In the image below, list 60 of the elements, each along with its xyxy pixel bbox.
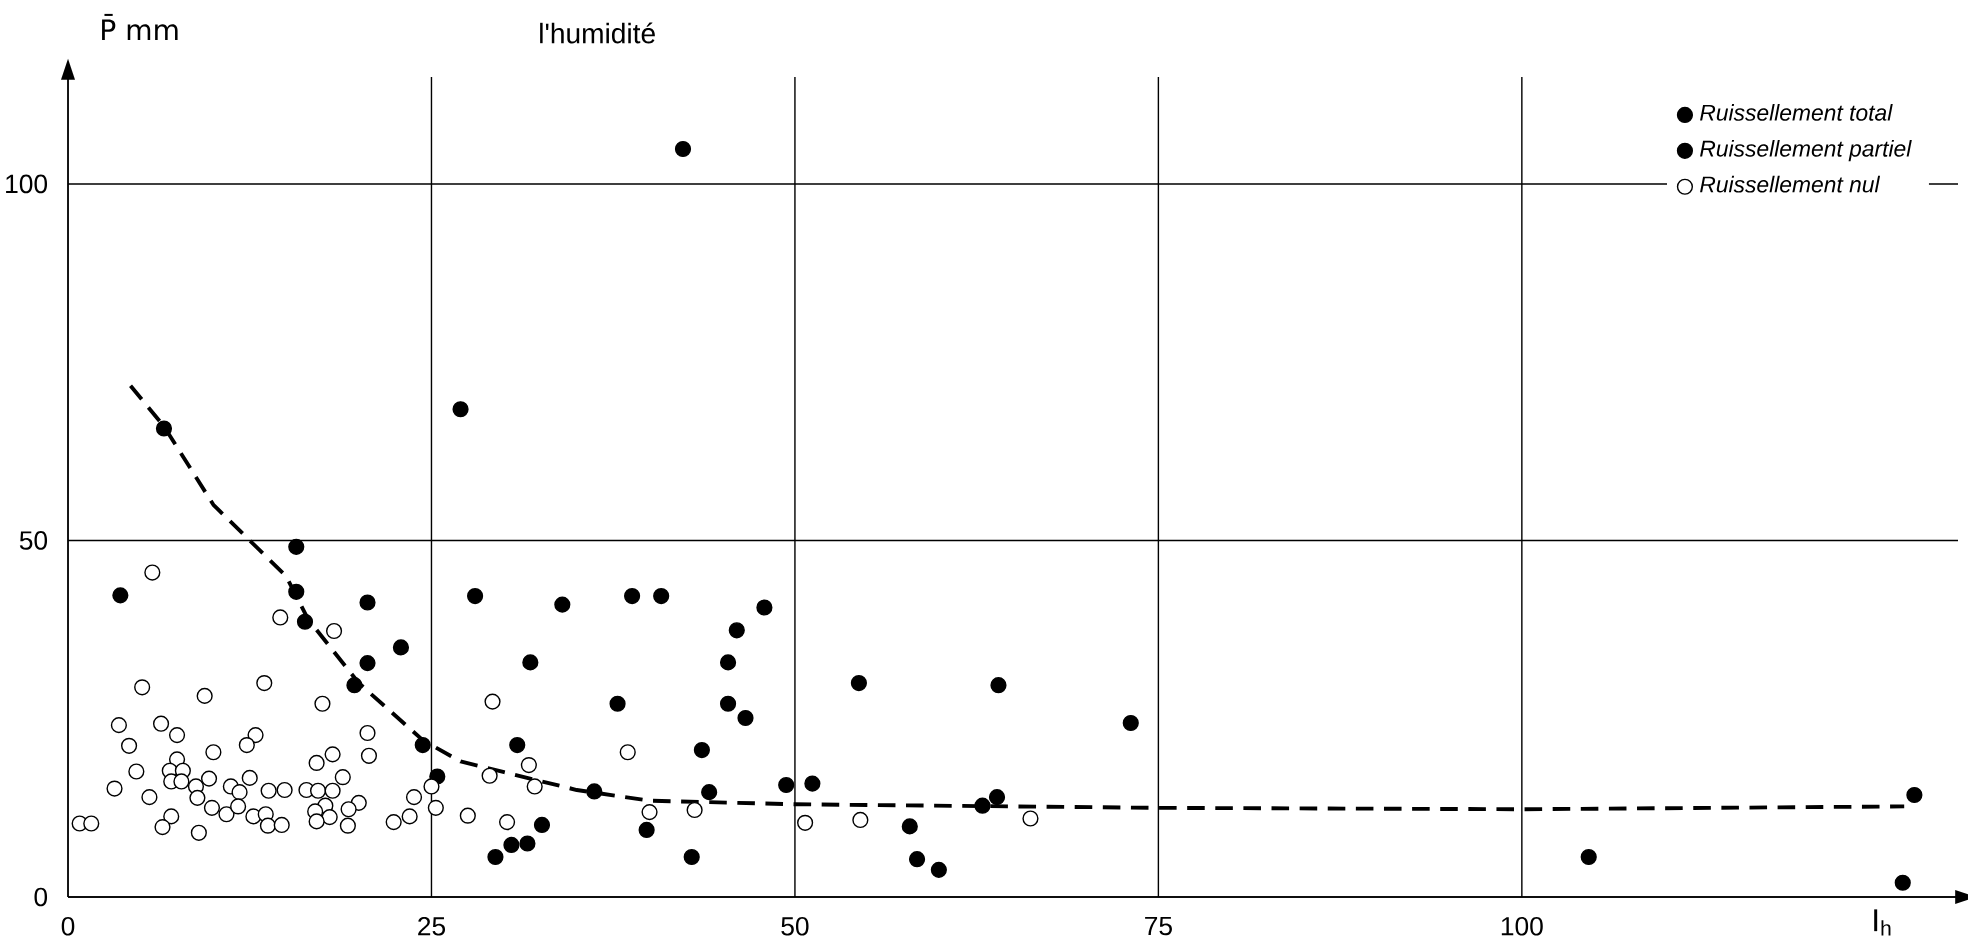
point — [719, 695, 737, 712]
point — [392, 639, 410, 656]
point — [533, 816, 551, 834]
point — [112, 587, 129, 604]
point — [778, 776, 795, 794]
point — [467, 587, 484, 605]
legend-label: Ruissellement total — [1700, 104, 1893, 121]
point — [487, 848, 504, 866]
legend-label: Ruissellement nul — [1700, 175, 1881, 193]
legend-label: Ruissellement partiel — [1700, 139, 1912, 162]
point — [346, 677, 363, 694]
point — [522, 654, 539, 671]
point — [1894, 874, 1911, 891]
point — [1122, 714, 1139, 732]
point — [901, 818, 918, 835]
point — [359, 594, 376, 611]
point — [974, 797, 991, 814]
point — [288, 538, 305, 555]
point — [509, 737, 526, 754]
point — [519, 835, 536, 852]
y-tick-label: 50 — [19, 531, 48, 550]
point — [701, 784, 718, 801]
point — [1580, 848, 1597, 866]
point — [804, 775, 821, 792]
x-axis-title: I$_{h}$ — [1874, 909, 1891, 936]
point — [554, 596, 571, 613]
point — [1906, 786, 1923, 804]
point — [452, 401, 469, 418]
point — [990, 677, 1007, 694]
point — [288, 583, 305, 600]
point — [930, 861, 947, 878]
point — [624, 587, 641, 605]
point — [359, 655, 376, 672]
point — [719, 654, 737, 671]
point — [586, 783, 603, 800]
x-tick-label: 25 — [418, 916, 446, 936]
x-tick-label: 50 — [781, 916, 809, 936]
point — [850, 674, 867, 692]
point — [155, 420, 173, 437]
point — [908, 851, 926, 868]
x-tick-label: 75 — [1145, 916, 1172, 936]
point — [414, 737, 431, 754]
point — [638, 821, 655, 839]
point — [693, 742, 710, 759]
point — [988, 789, 1006, 806]
point — [653, 587, 670, 605]
y-axis-title: P̄ mm — [102, 13, 178, 40]
x-tick-label: 100 — [1501, 916, 1543, 936]
chart-title: l'humidité — [540, 22, 655, 44]
point — [683, 848, 700, 866]
point — [756, 599, 773, 616]
x-tick-label: 0 — [61, 916, 75, 936]
point — [674, 140, 692, 158]
point — [503, 836, 520, 854]
y-tick-label: 100 — [6, 174, 48, 194]
y-tick-label: 0 — [34, 887, 48, 907]
point — [296, 613, 314, 630]
point — [728, 622, 745, 639]
point — [609, 695, 626, 712]
point — [737, 709, 754, 727]
